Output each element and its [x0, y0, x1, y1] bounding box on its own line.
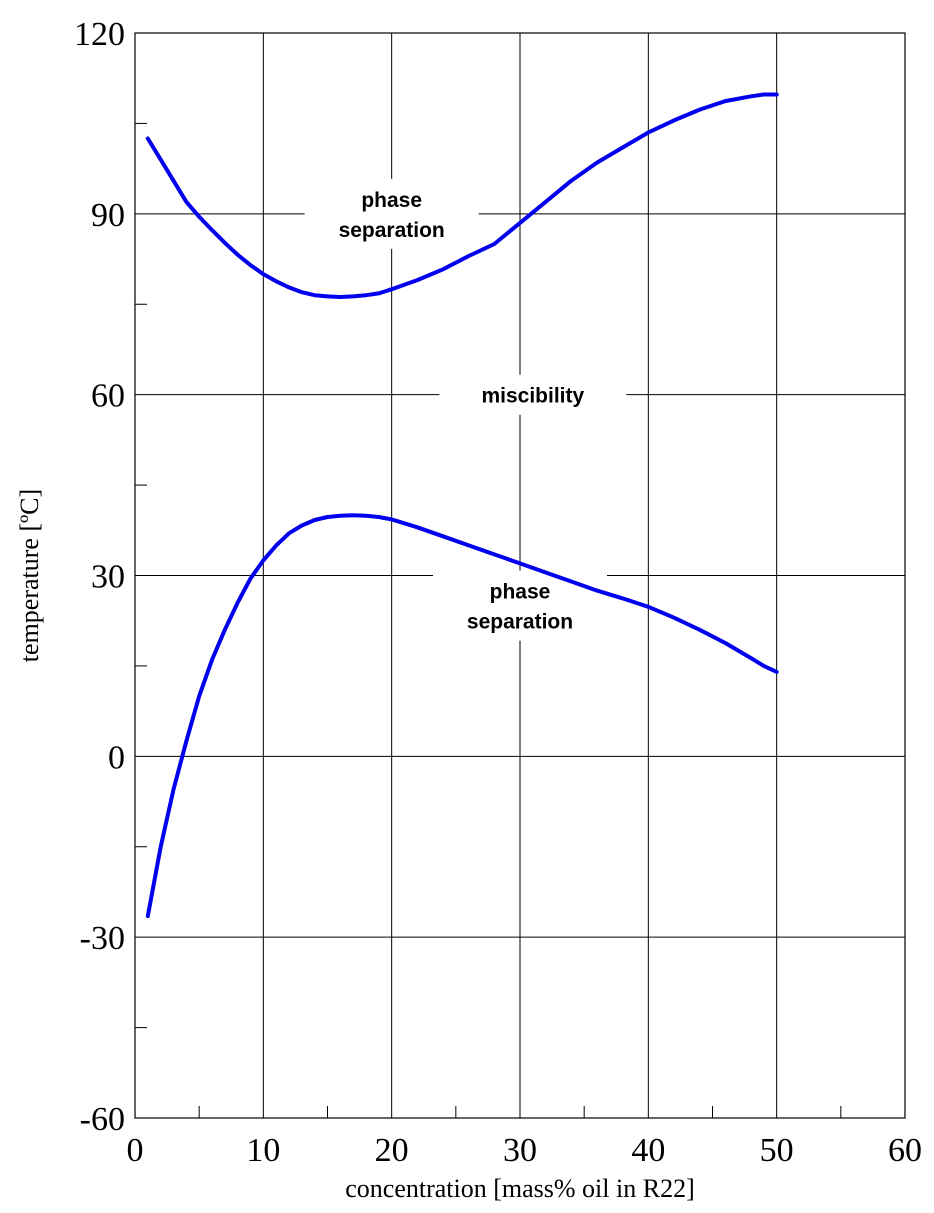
x-tick-label: 30 [503, 1132, 537, 1169]
region-label-line: phase [361, 189, 422, 212]
series-line-2 [145, 513, 779, 919]
series-line-1 [145, 92, 779, 299]
region-label-line: miscibility [481, 385, 584, 408]
x-tick-label: 10 [246, 1132, 280, 1169]
x-tick-label: 40 [631, 1132, 665, 1169]
x-tick-label: 60 [888, 1132, 922, 1169]
y-tick-label: 60 [91, 378, 125, 415]
region-label: phase separation [339, 189, 445, 242]
y-tick-label: 0 [108, 739, 125, 776]
y-tick-label: -30 [80, 920, 125, 957]
region-label-line: separation [339, 219, 445, 242]
y-tick-label: 90 [91, 197, 125, 234]
region-label: phase separation [467, 581, 573, 634]
x-tick-label: 50 [760, 1132, 794, 1169]
region-annotations: phase separation miscibility phase separatio… [304, 178, 627, 641]
y-tick-label: -60 [80, 1101, 125, 1138]
region-label-line: separation [467, 611, 573, 634]
y-tick-labels: -60 -30 0 30 60 90 120 [74, 16, 125, 1138]
annotation-background [439, 374, 627, 415]
x-tick-label: 20 [375, 1132, 409, 1169]
plot-frame [134, 32, 906, 1119]
y-tick-label: 120 [74, 16, 125, 53]
x-tick-labels: 0 10 20 30 40 50 60 [127, 1132, 923, 1169]
minor-ticks [135, 122, 842, 1118]
x-tick-label: 0 [127, 1132, 144, 1169]
y-tick-label: 30 [91, 559, 125, 596]
region-label: miscibility [481, 385, 584, 408]
x-axis-title: concentration [mass% oil in R22] [345, 1174, 694, 1203]
region-label-line: phase [490, 581, 551, 604]
annotation-background [304, 178, 479, 249]
data-series [145, 92, 779, 919]
y-axis-title: temperature [ºC] [15, 489, 44, 662]
